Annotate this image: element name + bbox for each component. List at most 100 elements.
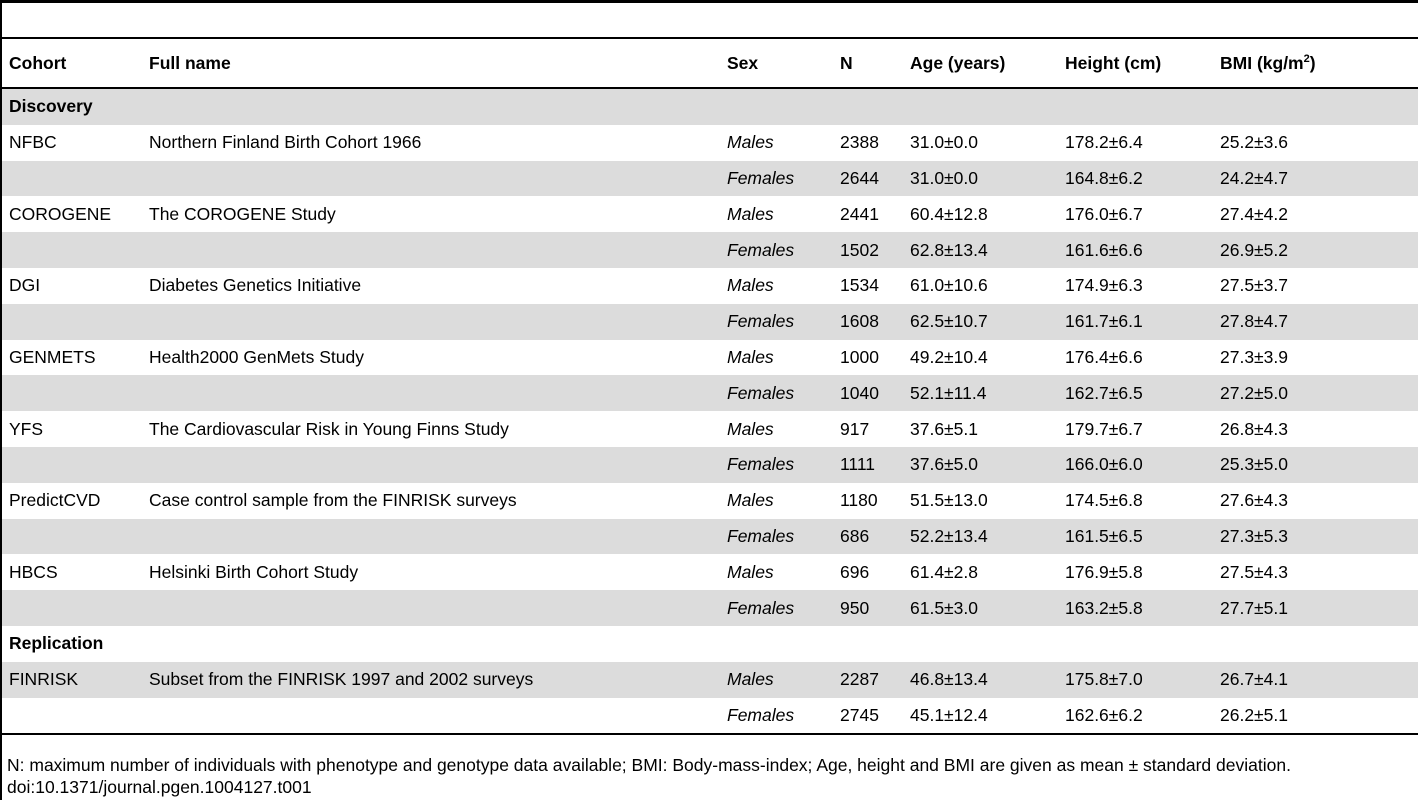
section-row: Replication <box>2 626 1418 662</box>
cell-n: 917 <box>840 418 870 439</box>
header-bmi-suffix: ) <box>1309 52 1316 73</box>
section-heading-replication: Replication <box>9 633 104 654</box>
header-row: Cohort Full name Sex N Age (years) Heigh… <box>2 38 1418 88</box>
cell-n: 2441 <box>840 203 879 224</box>
cell-sex: Females <box>720 232 833 268</box>
cell-age: 52.1±11.4 <box>903 375 1058 412</box>
cell-n: 696 <box>840 561 870 582</box>
header-n: N <box>840 52 853 73</box>
cell-cohort: YFS <box>9 418 44 439</box>
table-footnote: N: maximum number of individuals with ph… <box>7 754 1418 798</box>
cell-sex: Males <box>727 561 774 582</box>
cell-cohort <box>2 446 142 483</box>
cell-sex: Females <box>720 590 833 626</box>
cell-age: 61.4±2.8 <box>910 561 978 582</box>
cell-sex: Females <box>720 160 833 197</box>
cell-age: 31.0±0.0 <box>903 160 1058 197</box>
cell-sex: Females <box>720 303 833 340</box>
table-row: Females 1502 62.8±13.4 161.6±6.6 26.9±5.2 <box>2 232 1418 268</box>
cell-age: 37.6±5.1 <box>910 418 978 439</box>
cell-height: 163.2±5.8 <box>1058 590 1213 626</box>
cell-cohort: COROGENE <box>9 203 112 224</box>
cell-age: 61.5±3.0 <box>903 590 1058 626</box>
cell-full-name: Diabetes Genetics Initiative <box>149 275 362 296</box>
cell-full-name: Helsinki Birth Cohort Study <box>149 561 359 582</box>
cell-cohort: NFBC <box>9 132 57 153</box>
cell-height: 176.0±6.7 <box>1065 203 1143 224</box>
cell-full-name: The COROGENE Study <box>149 203 336 224</box>
table-row: Females 1111 37.6±5.0 166.0±6.0 25.3±5.0 <box>2 446 1418 483</box>
cell-n: 686 <box>833 518 903 555</box>
cell-full-name: Subset from the FINRISK 1997 and 2002 su… <box>142 661 720 698</box>
cell-age: 51.5±13.0 <box>910 490 988 511</box>
cell-bmi: 27.5±3.7 <box>1220 275 1288 296</box>
cell-sex: Males <box>727 490 774 511</box>
table-row: Females 2745 45.1±12.4 162.6±6.2 26.2±5.1 <box>2 697 1418 736</box>
cell-height: 175.8±7.0 <box>1058 661 1213 698</box>
cell-cohort <box>2 518 142 555</box>
cell-cohort: HBCS <box>9 561 58 582</box>
cell-cohort <box>2 697 142 736</box>
cell-sex: Males <box>727 132 774 153</box>
cell-cohort: FINRISK <box>2 661 142 698</box>
cell-cohort <box>2 160 142 197</box>
cell-bmi: 25.2±3.6 <box>1220 132 1288 153</box>
cell-age: 62.5±10.7 <box>903 303 1058 340</box>
cell-sex: Females <box>720 446 833 483</box>
table-row: FINRISK Subset from the FINRISK 1997 and … <box>2 661 1418 698</box>
cell-full-name <box>142 160 720 197</box>
cell-age: 52.2±13.4 <box>903 518 1058 555</box>
cohort-table: Cohort Full name Sex N Age (years) Heigh… <box>2 37 1418 736</box>
cell-age: 60.4±12.8 <box>910 203 988 224</box>
cell-age: 46.8±13.4 <box>903 661 1058 698</box>
cell-bmi: 27.3±3.9 <box>1220 346 1288 367</box>
cell-full-name <box>142 518 720 555</box>
cell-full-name <box>142 375 720 412</box>
table-row: HBCS Helsinki Birth Cohort Study Males 696 6… <box>2 554 1418 590</box>
cell-full-name: Case control sample from the FINRISK sur… <box>149 490 517 511</box>
cell-full-name: The Cardiovascular Risk in Young Finns S… <box>149 418 509 439</box>
cell-bmi: 26.2±5.1 <box>1213 697 1418 736</box>
header-age: Age (years) <box>910 52 1006 73</box>
cell-height: 164.8±6.2 <box>1058 160 1213 197</box>
cell-cohort <box>2 303 142 340</box>
cell-bmi: 26.8±4.3 <box>1220 418 1288 439</box>
cell-sex: Males <box>727 275 774 296</box>
cell-cohort: PredictCVD <box>9 490 101 511</box>
cell-full-name <box>142 697 720 736</box>
cell-height: 161.5±6.5 <box>1058 518 1213 555</box>
cell-cohort <box>2 232 142 268</box>
cell-height: 178.2±6.4 <box>1065 132 1143 153</box>
cell-n: 1502 <box>833 232 903 268</box>
cell-full-name <box>142 446 720 483</box>
doi-text: doi:10.1371/journal.pgen.1004127.t001 <box>7 777 312 797</box>
table-row: Females 686 52.2±13.4 161.5±6.5 27.3±5.3 <box>2 518 1418 555</box>
cell-bmi: 26.7±4.1 <box>1213 661 1418 698</box>
cell-n: 1000 <box>840 346 879 367</box>
header-bmi: BMI (kg/m2) <box>1213 38 1418 88</box>
cell-bmi: 26.9±5.2 <box>1213 232 1418 268</box>
header-cohort: Cohort <box>9 52 67 73</box>
cell-bmi: 27.2±5.0 <box>1213 375 1418 412</box>
cell-sex: Females <box>720 518 833 555</box>
cell-height: 166.0±6.0 <box>1058 446 1213 483</box>
cell-sex: Males <box>727 418 774 439</box>
cell-full-name <box>142 303 720 340</box>
cell-n: 1180 <box>840 490 878 511</box>
cell-cohort: GENMETS <box>9 346 96 367</box>
cell-bmi: 27.3±5.3 <box>1213 518 1418 555</box>
table-row: COROGENE The COROGENE Study Males 2441 60.4±… <box>2 196 1418 232</box>
cell-n: 950 <box>833 590 903 626</box>
cell-height: 179.7±6.7 <box>1065 418 1143 439</box>
cell-n: 1534 <box>840 275 879 296</box>
cell-bmi: 25.3±5.0 <box>1213 446 1418 483</box>
header-full-name: Full name <box>149 52 231 73</box>
cell-full-name: Health2000 GenMets Study <box>149 346 364 367</box>
cell-age: 37.6±5.0 <box>903 446 1058 483</box>
cell-age: 45.1±12.4 <box>903 697 1058 736</box>
cell-n: 1608 <box>833 303 903 340</box>
cell-bmi: 24.2±4.7 <box>1213 160 1418 197</box>
cell-age: 49.2±10.4 <box>910 346 988 367</box>
cell-bmi: 27.8±4.7 <box>1213 303 1418 340</box>
